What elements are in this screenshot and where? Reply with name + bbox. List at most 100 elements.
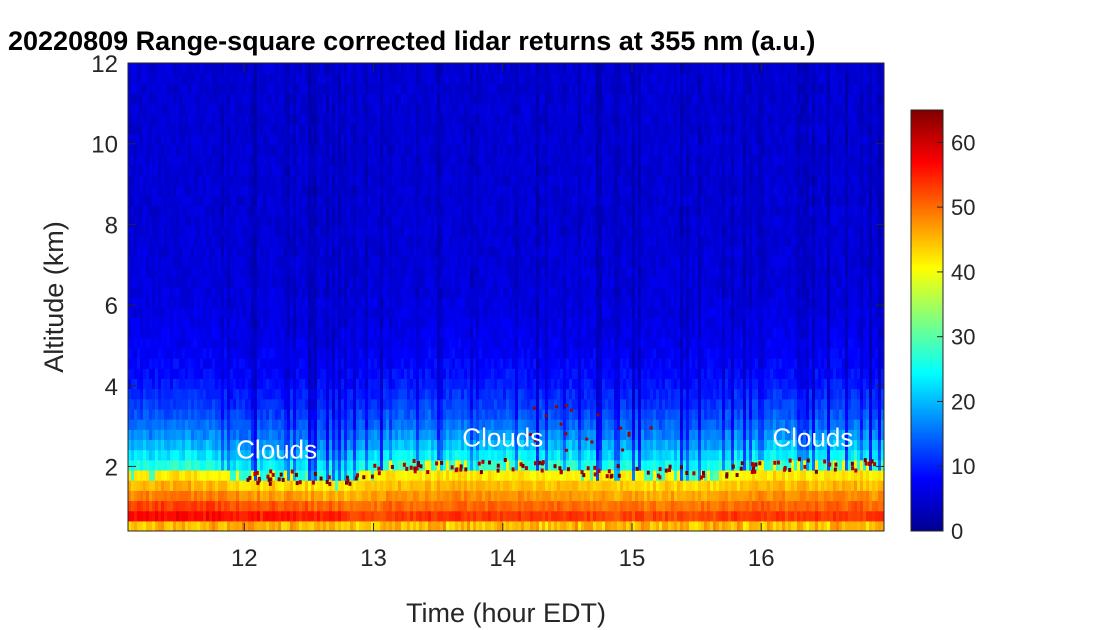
lidar-cell — [191, 378, 195, 390]
lidar-cell — [236, 388, 240, 400]
lidar-cell — [134, 398, 138, 410]
lidar-cell — [194, 327, 198, 339]
lidar-cell — [215, 63, 219, 74]
lidar-cell — [218, 103, 222, 115]
lidar-cell — [203, 286, 207, 298]
lidar-cell — [149, 174, 153, 186]
lidar-cell — [143, 174, 147, 186]
lidar-cell — [176, 317, 180, 329]
lidar-cell — [173, 327, 177, 339]
lidar-cell — [203, 73, 207, 84]
lidar-cell — [230, 327, 234, 339]
lidar-cell — [173, 124, 177, 135]
lidar-cell — [161, 83, 165, 95]
lidar-cell — [146, 195, 150, 207]
lidar-cell — [188, 113, 192, 125]
lidar-cell — [197, 225, 201, 237]
lidar-cell — [140, 164, 144, 176]
lidar-cell — [131, 510, 135, 522]
lidar-cell — [128, 103, 132, 115]
lidar-cell — [131, 276, 135, 288]
lidar-cell — [137, 510, 141, 522]
lidar-cell — [170, 317, 174, 329]
lidar-cell — [191, 73, 195, 84]
lidar-cell — [137, 93, 141, 105]
lidar-cell — [152, 439, 156, 451]
lidar-cell — [230, 225, 234, 237]
lidar-cell — [218, 83, 222, 95]
lidar-cell — [191, 256, 195, 268]
lidar-cell — [182, 103, 186, 115]
lidar-cell — [128, 113, 132, 125]
lidar-cell — [215, 388, 219, 400]
lidar-cell — [185, 449, 189, 461]
lidar-cell — [137, 500, 141, 512]
lidar-cell — [143, 276, 147, 288]
lidar-cell — [212, 317, 216, 329]
lidar-cell — [143, 439, 147, 451]
lidar-cell — [188, 520, 192, 531]
lidar-cell — [191, 154, 195, 166]
lidar-cell — [146, 286, 150, 298]
lidar-cell — [236, 235, 240, 247]
lidar-cell — [155, 408, 159, 420]
lidar-cell — [212, 347, 216, 359]
lidar-cell — [137, 327, 141, 339]
lidar-cell — [218, 154, 222, 166]
lidar-cell — [140, 83, 144, 95]
lidar-cell — [164, 429, 168, 441]
lidar-cell — [206, 297, 210, 308]
lidar-cell — [191, 408, 195, 420]
lidar-cell — [143, 388, 147, 400]
lidar-cell — [146, 297, 150, 308]
lidar-cell — [128, 327, 132, 339]
lidar-cell — [140, 154, 144, 166]
lidar-cell — [170, 368, 174, 379]
lidar-cell — [134, 439, 138, 451]
lidar-cell — [161, 185, 165, 196]
lidar-cell — [212, 235, 216, 247]
lidar-cell — [179, 449, 183, 461]
lidar-cell — [182, 297, 186, 308]
lidar-column — [185, 63, 189, 531]
lidar-cell — [155, 378, 159, 390]
lidar-cell — [173, 73, 177, 84]
lidar-cell — [134, 368, 138, 379]
lidar-cell — [188, 480, 192, 491]
lidar-cell — [146, 449, 150, 461]
lidar-cell — [188, 368, 192, 379]
lidar-cell — [194, 449, 198, 461]
lidar-cell — [140, 63, 144, 74]
lidar-cell — [206, 449, 210, 461]
lidar-cell — [128, 408, 132, 420]
lidar-cell — [179, 408, 183, 420]
lidar-cell — [170, 398, 174, 410]
lidar-cell — [167, 73, 171, 84]
lidar-cell — [194, 378, 198, 390]
lidar-cell — [230, 113, 234, 125]
lidar-cell — [149, 286, 153, 298]
lidar-cell — [185, 469, 189, 481]
lidar-cell — [206, 276, 210, 288]
lidar-cell — [221, 449, 225, 461]
lidar-cell — [206, 408, 210, 420]
lidar-cell — [161, 388, 165, 400]
lidar-cell — [128, 480, 132, 491]
lidar-cell — [209, 388, 213, 400]
lidar-cell — [155, 103, 159, 115]
lidar-cell — [221, 398, 225, 410]
lidar-cell — [194, 124, 198, 135]
lidar-cell — [194, 469, 198, 481]
lidar-cell — [161, 164, 165, 176]
lidar-cell — [164, 297, 168, 308]
lidar-cell — [170, 297, 174, 308]
lidar-cell — [137, 317, 141, 329]
lidar-cell — [197, 398, 201, 410]
lidar-cell — [170, 154, 174, 166]
lidar-cell — [236, 368, 240, 379]
lidar-cell — [173, 235, 177, 247]
lidar-cell — [179, 134, 183, 145]
lidar-cell — [128, 235, 132, 247]
lidar-cell — [197, 246, 201, 257]
lidar-cell — [215, 246, 219, 257]
